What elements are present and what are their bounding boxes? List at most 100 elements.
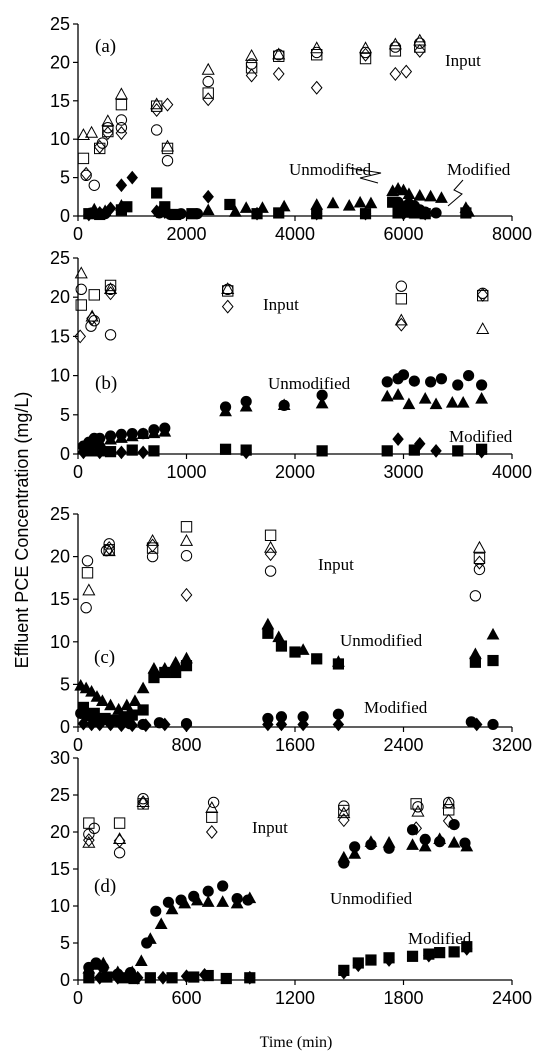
data-point-filled-square	[406, 950, 419, 962]
x-tick-label: 800	[171, 735, 201, 755]
y-tick-label: 20	[50, 822, 70, 842]
data-point-filled-triangle	[337, 850, 351, 863]
data-point-filled-diamond	[297, 717, 309, 732]
data-point-filled-triangle	[261, 617, 275, 630]
modified-pointer	[447, 179, 464, 207]
data-point-filled-triangle	[380, 389, 394, 402]
data-point-filled-triangle	[115, 431, 128, 443]
annotation-modified: Modified	[364, 698, 428, 717]
data-point-filled-triangle	[96, 956, 110, 969]
data-point-filled-diamond	[262, 717, 274, 732]
data-point-filled-square	[219, 443, 232, 455]
data-point-open-square	[180, 521, 193, 533]
data-point-open-diamond	[442, 813, 455, 828]
data-point-filled-triangle	[165, 902, 179, 915]
data-point-filled-circle	[217, 880, 229, 892]
data-point-open-triangle	[221, 282, 235, 295]
data-point-filled-triangle	[154, 917, 168, 930]
x-tick-label: 2400	[492, 988, 532, 1008]
data-point-filled-triangle	[201, 203, 215, 216]
data-point-open-circle	[473, 563, 486, 576]
x-tick-label: 4000	[275, 224, 315, 244]
y-tick-label: 10	[50, 129, 70, 149]
data-point-open-square	[146, 542, 159, 554]
data-point-open-diamond	[104, 286, 117, 301]
y-tick-label: 0	[60, 970, 70, 990]
data-point-open-circle	[161, 155, 174, 167]
data-point-filled-diamond	[383, 953, 395, 967]
data-point-open-square	[75, 299, 87, 311]
data-point-open-diamond	[180, 587, 193, 602]
data-point-open-triangle	[476, 322, 490, 335]
y-tick-label: 5	[60, 405, 70, 425]
data-point-open-diamond	[93, 139, 106, 154]
data-point-open-triangle	[272, 47, 286, 60]
data-point-filled-circle	[202, 885, 214, 897]
data-point-open-square	[88, 289, 100, 301]
data-point-filled-circle	[487, 718, 499, 731]
data-point-open-circle	[75, 283, 87, 296]
data-point-open-circle	[264, 565, 277, 577]
data-point-filled-circle	[164, 208, 176, 221]
data-point-filled-diamond	[397, 206, 410, 221]
data-point-open-circle	[180, 550, 193, 562]
annotation-input: Input	[318, 555, 354, 574]
data-point-filled-triangle	[128, 694, 142, 706]
data-point-filled-triangle	[228, 205, 242, 217]
series-open-square	[77, 41, 426, 165]
data-point-filled-diamond	[338, 965, 350, 980]
data-point-open-diamond	[86, 311, 98, 326]
annotation-unmodified: Unmodified	[330, 889, 413, 908]
data-point-filled-triangle	[201, 895, 215, 907]
data-point-filled-triangle	[277, 398, 291, 410]
data-point-filled-circle	[462, 369, 475, 382]
data-point-filled-diamond	[180, 718, 193, 733]
y-tick-label: 5	[60, 168, 70, 188]
data-point-open-square	[264, 529, 277, 541]
data-point-open-square	[113, 817, 126, 829]
data-point-open-circle	[412, 801, 424, 813]
data-point-open-diamond	[400, 64, 413, 79]
data-point-filled-square	[104, 446, 117, 458]
data-point-filled-circle	[191, 208, 203, 220]
panel-label: (b)	[95, 373, 117, 394]
data-point-filled-triangle	[418, 839, 432, 852]
data-point-filled-triangle	[475, 392, 489, 404]
data-point-open-diamond	[245, 68, 258, 83]
data-point-filled-triangle	[216, 895, 230, 907]
data-point-filled-circle	[85, 207, 98, 219]
data-point-filled-circle	[435, 373, 448, 385]
data-point-filled-square	[275, 640, 288, 652]
data-point-filled-circle	[153, 207, 165, 219]
data-point-filled-triangle	[134, 954, 148, 967]
data-point-open-triangle	[76, 128, 90, 141]
x-tick-label: 2000	[166, 224, 206, 244]
data-point-filled-square	[460, 207, 472, 219]
data-point-open-diamond	[115, 126, 128, 141]
data-point-filled-triangle	[456, 395, 470, 408]
y-tick-label: 15	[50, 91, 70, 111]
series-filled-diamond	[93, 942, 473, 985]
chart-panel-4: 0 5 10 15 20 25 30 0 600 1200 1800 2400 (d) Input Unmo…	[50, 748, 532, 1008]
chart-panel-2: 0 5 10 15 20 25 0 1000 2000 3000 4000 (b) Input Unmod…	[50, 248, 532, 482]
data-point-filled-triangle	[348, 847, 362, 859]
data-point-open-square	[161, 142, 174, 155]
y-tick-label: 15	[50, 326, 70, 346]
y-tick-label: 25	[50, 785, 70, 805]
data-point-filled-triangle	[125, 429, 139, 442]
x-tick-label: 3200	[492, 735, 532, 755]
data-point-filled-diamond	[359, 206, 372, 221]
data-point-filled-square	[469, 656, 481, 668]
data-point-filled-triangle	[424, 189, 438, 202]
data-point-filled-diamond	[244, 970, 256, 985]
data-point-filled-triangle	[239, 399, 253, 412]
data-point-filled-circle	[430, 207, 442, 219]
data-point-filled-diamond	[180, 969, 193, 984]
x-tick-label: 6000	[383, 224, 423, 244]
data-point-open-triangle	[150, 97, 164, 110]
data-point-filled-diamond	[115, 718, 128, 733]
data-point-filled-triangle	[326, 196, 340, 209]
data-point-filled-diamond	[352, 958, 365, 973]
data-point-filled-diamond	[202, 189, 214, 204]
x-tick-label: 600	[171, 988, 201, 1008]
